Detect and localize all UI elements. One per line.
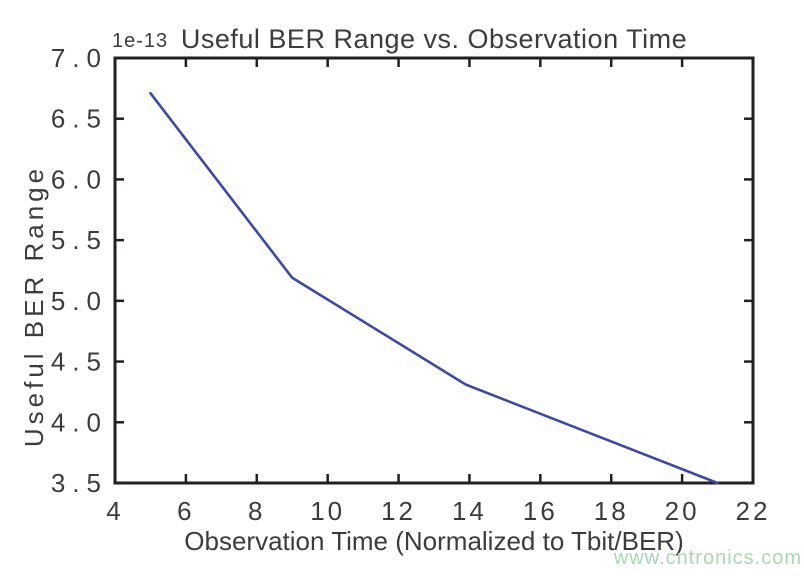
y-tick-label: 4.0 [51, 407, 108, 437]
series-line [149, 91, 719, 485]
y-tick-label: 7.0 [51, 43, 108, 73]
y-tick-label: 5.0 [51, 286, 108, 316]
y-tick-label: 3.5 [51, 468, 108, 498]
x-tick-label: 14 [452, 496, 487, 526]
x-axis-label: Observation Time (Normalized to Tbit/BER… [184, 526, 684, 556]
y-tick-label: 6.5 [51, 104, 108, 134]
x-tick-label: 10 [310, 496, 345, 526]
x-tick-label: 22 [736, 496, 771, 526]
x-tick-label: 8 [248, 496, 265, 526]
y-axis-offset-label: 1e-13 [112, 30, 169, 52]
x-tick-label: 12 [381, 496, 416, 526]
x-tick-label: 20 [665, 496, 700, 526]
chart-title: Useful BER Range vs. Observation Time [180, 24, 688, 54]
x-tick-label: 18 [594, 496, 629, 526]
watermark-text: www.cntronics.com [613, 547, 802, 569]
x-tick-label: 4 [106, 496, 123, 526]
y-tick-label: 4.5 [51, 347, 108, 377]
plot-spines [113, 56, 755, 485]
y-tick-label: 6.0 [51, 164, 108, 194]
x-tick-label: 6 [177, 496, 194, 526]
x-tick-label: 16 [523, 496, 558, 526]
y-tick-label: 5.5 [51, 225, 108, 255]
